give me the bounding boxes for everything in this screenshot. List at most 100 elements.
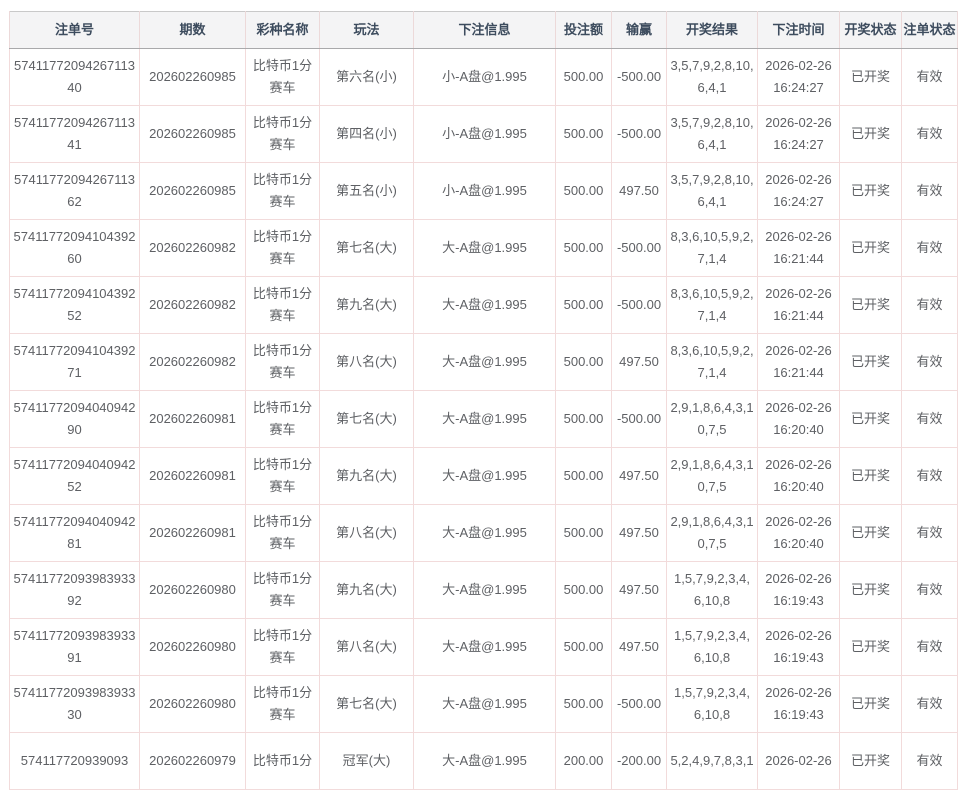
cell-order-status: 有效 [901,390,958,448]
cell-bet-amount: 200.00 [555,732,612,790]
cell-bet-time: 2026-02-26 16:21:44 [757,219,840,277]
cell-order-no: 5741177209404094252 [9,447,140,505]
cell-play-type: 第七名(大) [319,219,414,277]
cell-bet-info: 大-A盘@1.995 [413,675,556,733]
cell-lottery-name: 比特币1分赛车 [245,561,320,619]
table-body: 5741177209426711340 202602260985 比特币1分赛车 第六… [9,48,958,790]
cell-period: 202602260980 [139,618,246,676]
cell-period: 202602260985 [139,162,246,220]
column-header-order-no: 注单号 [9,11,140,49]
table-row: 574117720939093 202602260979 比特币1分 冠军(大) 大-A… [9,732,958,790]
cell-lottery-name: 比特币1分赛车 [245,105,320,163]
cell-play-type: 第九名(大) [319,276,414,334]
cell-draw-result: 5,2,4,9,7,8,3,1 [666,732,758,790]
cell-period: 202602260985 [139,48,246,106]
cell-bet-amount: 500.00 [555,162,612,220]
cell-draw-status: 已开奖 [839,162,902,220]
cell-lottery-name: 比特币1分 [245,732,320,790]
cell-bet-amount: 500.00 [555,219,612,277]
cell-bet-time: 2026-02-26 16:19:43 [757,618,840,676]
table-row: 5741177209410439260 202602260982 比特币1分赛车 第七… [9,219,958,277]
column-header-draw-result: 开奖结果 [666,11,758,49]
cell-bet-info: 大-A盘@1.995 [413,276,556,334]
cell-period: 202602260981 [139,390,246,448]
cell-bet-info: 大-A盘@1.995 [413,732,556,790]
cell-order-status: 有效 [901,276,958,334]
cell-bet-time: 2026-02-26 16:21:44 [757,276,840,334]
cell-bet-info: 大-A盘@1.995 [413,561,556,619]
cell-draw-result: 3,5,7,9,2,8,10,6,4,1 [666,48,758,106]
cell-bet-amount: 500.00 [555,675,612,733]
cell-order-status: 有效 [901,219,958,277]
cell-draw-status: 已开奖 [839,504,902,562]
cell-lottery-name: 比特币1分赛车 [245,276,320,334]
cell-bet-info: 小-A盘@1.995 [413,162,556,220]
cell-win-loss: 497.50 [611,618,667,676]
cell-period: 202602260980 [139,561,246,619]
cell-play-type: 冠军(大) [319,732,414,790]
cell-play-type: 第八名(大) [319,618,414,676]
cell-draw-status: 已开奖 [839,447,902,505]
table-row: 5741177209398393330 202602260980 比特币1分赛车 第七… [9,675,958,733]
cell-draw-result: 1,5,7,9,2,3,4,6,10,8 [666,675,758,733]
cell-order-status: 有效 [901,561,958,619]
cell-bet-amount: 500.00 [555,561,612,619]
cell-draw-result: 8,3,6,10,5,9,2,7,1,4 [666,333,758,391]
cell-lottery-name: 比特币1分赛车 [245,390,320,448]
cell-order-status: 有效 [901,162,958,220]
cell-bet-info: 大-A盘@1.995 [413,390,556,448]
cell-bet-time: 2026-02-26 16:21:44 [757,333,840,391]
cell-draw-status: 已开奖 [839,561,902,619]
cell-order-status: 有效 [901,333,958,391]
cell-win-loss: 497.50 [611,333,667,391]
table-row: 5741177209426711341 202602260985 比特币1分赛车 第四… [9,105,958,163]
cell-draw-status: 已开奖 [839,675,902,733]
cell-bet-amount: 500.00 [555,504,612,562]
cell-order-status: 有效 [901,48,958,106]
cell-bet-info: 大-A盘@1.995 [413,504,556,562]
cell-order-status: 有效 [901,675,958,733]
cell-order-status: 有效 [901,732,958,790]
cell-bet-amount: 500.00 [555,618,612,676]
cell-order-no: 5741177209410439252 [9,276,140,334]
cell-draw-result: 2,9,1,8,6,4,3,10,7,5 [666,390,758,448]
cell-win-loss: 497.50 [611,561,667,619]
column-header-draw-status: 开奖状态 [839,11,902,49]
table-header: 注单号 期数 彩种名称 玩法 下注信息 投注额 输赢 开奖结果 下注时间 开奖状态 注单状态 [9,11,958,49]
table-row: 5741177209410439252 202602260982 比特币1分赛车 第九… [9,276,958,334]
cell-play-type: 第八名(大) [319,504,414,562]
cell-bet-info: 小-A盘@1.995 [413,105,556,163]
cell-period: 202602260985 [139,105,246,163]
cell-lottery-name: 比特币1分赛车 [245,333,320,391]
cell-draw-status: 已开奖 [839,390,902,448]
column-header-order-status: 注单状态 [901,11,958,49]
cell-play-type: 第四名(小) [319,105,414,163]
cell-bet-amount: 500.00 [555,105,612,163]
cell-bet-info: 大-A盘@1.995 [413,618,556,676]
cell-lottery-name: 比特币1分赛车 [245,504,320,562]
cell-bet-info: 大-A盘@1.995 [413,333,556,391]
cell-order-no: 5741177209404094290 [9,390,140,448]
cell-draw-result: 8,3,6,10,5,9,2,7,1,4 [666,219,758,277]
cell-draw-result: 3,5,7,9,2,8,10,6,4,1 [666,105,758,163]
cell-bet-time: 2026-02-26 [757,732,840,790]
cell-bet-time: 2026-02-26 16:20:40 [757,504,840,562]
cell-order-no: 5741177209426711341 [9,105,140,163]
column-header-play-type: 玩法 [319,11,414,49]
cell-order-no: 5741177209398393391 [9,618,140,676]
bet-records-table-container: 注单号 期数 彩种名称 玩法 下注信息 投注额 输赢 开奖结果 下注时间 开奖状态 注单状态 574… [9,11,958,790]
cell-win-loss: -500.00 [611,105,667,163]
cell-bet-time: 2026-02-26 16:20:40 [757,447,840,505]
cell-play-type: 第九名(大) [319,561,414,619]
header-row: 注单号 期数 彩种名称 玩法 下注信息 投注额 输赢 开奖结果 下注时间 开奖状态 注单状态 [9,11,958,49]
cell-win-loss: -500.00 [611,276,667,334]
cell-play-type: 第六名(小) [319,48,414,106]
cell-draw-status: 已开奖 [839,105,902,163]
cell-order-status: 有效 [901,504,958,562]
table-row: 5741177209398393392 202602260980 比特币1分赛车 第九… [9,561,958,619]
cell-draw-status: 已开奖 [839,48,902,106]
column-header-period: 期数 [139,11,246,49]
cell-draw-status: 已开奖 [839,732,902,790]
cell-draw-result: 2,9,1,8,6,4,3,10,7,5 [666,504,758,562]
cell-period: 202602260981 [139,447,246,505]
